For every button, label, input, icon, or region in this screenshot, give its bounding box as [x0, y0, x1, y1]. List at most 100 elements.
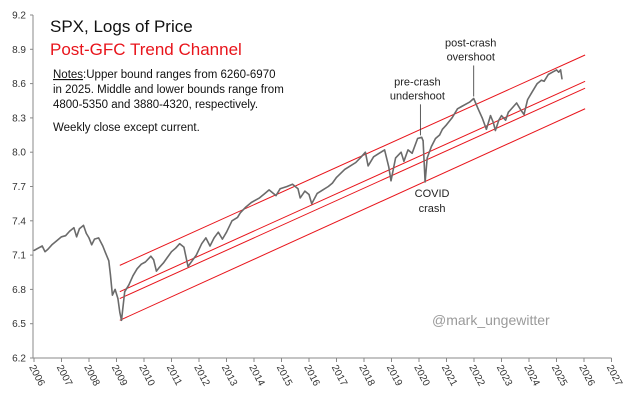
- price-point: [536, 83, 538, 85]
- price-point: [175, 247, 177, 249]
- channel-line-2: [119, 80, 586, 293]
- price-point: [395, 157, 397, 159]
- price-point: [469, 101, 471, 103]
- price-point: [304, 190, 306, 192]
- y-tick-label: 8.9: [12, 45, 26, 56]
- price-point: [543, 80, 545, 82]
- price-point: [384, 149, 386, 151]
- price-point: [65, 235, 67, 237]
- price-point: [422, 140, 424, 142]
- x-tick-label: 2024: [521, 363, 541, 388]
- price-series: [33, 69, 563, 322]
- price-point: [355, 161, 357, 164]
- price-point: [155, 270, 157, 272]
- notes-text-1: :Upper bound ranges from 6260-6970: [83, 69, 275, 81]
- price-point: [434, 137, 437, 140]
- channel-line-4: [119, 108, 586, 321]
- watermark: @mark_ungewitter: [432, 312, 550, 328]
- price-point: [426, 157, 428, 159]
- y-tick-label: 7.4: [12, 216, 26, 227]
- price-point: [465, 103, 467, 105]
- price-point: [250, 201, 252, 204]
- x-tick-label: 2009: [109, 363, 129, 388]
- x-tick-label: 2017: [329, 363, 349, 388]
- price-point: [492, 121, 494, 124]
- annotation-text: undershoot: [390, 90, 445, 102]
- price-point: [140, 263, 142, 265]
- price-point: [98, 237, 100, 239]
- price-point: [511, 107, 514, 109]
- y-tick-label: 8.6: [12, 79, 26, 90]
- price-point: [364, 151, 366, 153]
- price-point: [236, 216, 239, 218]
- price-point: [531, 92, 533, 94]
- price-point: [430, 145, 432, 148]
- price-point: [73, 227, 75, 229]
- price-point: [555, 69, 558, 71]
- price-point: [170, 251, 173, 253]
- price-point: [195, 254, 197, 256]
- price-point: [424, 181, 426, 183]
- price-point: [33, 249, 35, 252]
- annotation-text: pre-crash: [394, 76, 440, 88]
- price-point: [417, 137, 419, 140]
- price-point: [91, 244, 93, 246]
- price-point: [108, 260, 110, 262]
- price-line: [33, 69, 563, 322]
- price-point: [109, 273, 112, 276]
- price-point: [407, 149, 409, 151]
- price-point: [494, 129, 497, 132]
- price-point: [205, 237, 207, 239]
- price-point: [82, 224, 85, 226]
- price-point: [55, 240, 57, 242]
- price-point: [275, 195, 277, 197]
- price-point: [367, 165, 369, 167]
- x-tick-label: 2027: [604, 363, 624, 388]
- price-point: [221, 238, 223, 240]
- price-point: [540, 79, 542, 81]
- price-point: [388, 166, 390, 168]
- x-tick-label: 2014: [246, 363, 266, 388]
- x-tick-label: 2012: [191, 363, 211, 388]
- price-point: [331, 182, 333, 184]
- price-point: [85, 232, 87, 234]
- price-point: [279, 188, 281, 190]
- price-point: [183, 246, 185, 248]
- x-tick-label: 2023: [494, 363, 514, 388]
- price-point: [558, 71, 560, 73]
- notes-line-1: Notes:Upper bound ranges from 6260-6970: [53, 69, 275, 81]
- price-point: [78, 228, 80, 230]
- price-point: [144, 261, 146, 263]
- price-point: [162, 262, 164, 264]
- price-point: [124, 291, 126, 293]
- price-point: [349, 165, 351, 167]
- x-tick-label: 2025: [549, 363, 569, 388]
- x-tick-label: 2026: [576, 363, 596, 388]
- price-point: [225, 231, 228, 233]
- price-point: [322, 189, 324, 191]
- price-point: [286, 185, 288, 188]
- price-point: [268, 189, 270, 191]
- price-point: [119, 311, 121, 313]
- price-point: [201, 243, 203, 245]
- price-point: [114, 288, 116, 290]
- x-tick-label: 2021: [439, 363, 459, 388]
- price-point: [520, 109, 522, 111]
- price-point: [217, 231, 219, 233]
- price-point: [76, 236, 78, 238]
- price-point: [297, 188, 299, 190]
- price-point: [561, 78, 563, 80]
- x-tick-label: 2013: [219, 363, 239, 388]
- x-tick-label: 2008: [81, 363, 101, 388]
- y-tick-label: 8.3: [12, 113, 26, 124]
- price-point: [254, 199, 256, 201]
- price-point: [102, 245, 104, 247]
- price-point: [500, 115, 503, 117]
- price-point: [505, 119, 507, 121]
- x-tick-label: 2015: [274, 363, 294, 388]
- price-point: [378, 152, 380, 154]
- price-point: [485, 128, 487, 130]
- price-point: [489, 115, 492, 117]
- x-tick-label: 2007: [54, 363, 74, 388]
- price-point: [507, 111, 509, 113]
